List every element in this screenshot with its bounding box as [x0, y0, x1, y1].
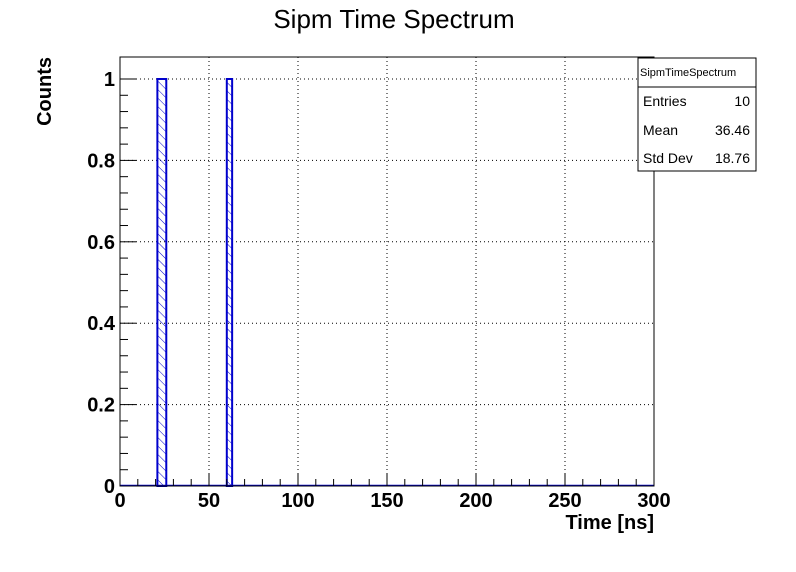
y-tick-label: 0	[104, 476, 115, 498]
stats-box-title: SipmTimeSpectrum	[640, 67, 736, 79]
x-tick-label: 150	[370, 490, 403, 512]
y-tick-label: 1	[104, 69, 115, 91]
y-tick-labels: 0 0.2 0.4 0.6 0.8 1	[87, 69, 116, 498]
stats-entries-label: Entries	[643, 93, 687, 109]
x-tick-label: 200	[459, 490, 492, 512]
y-tick-label: 0.6	[87, 232, 115, 254]
histogram-bars	[120, 78, 654, 487]
x-tick-label: 250	[548, 490, 581, 512]
stats-stddev-value: 18.76	[715, 150, 750, 166]
x-axis-title: Time [ns]	[565, 512, 654, 534]
chart-title: Sipm Time Spectrum	[273, 4, 514, 34]
x-tick-label: 50	[198, 490, 220, 512]
x-tick-label: 300	[637, 490, 670, 512]
y-tick-label: 0.8	[87, 150, 115, 172]
stats-mean-label: Mean	[643, 122, 678, 138]
x-tick-label: 0	[114, 490, 125, 512]
stats-box: SipmTimeSpectrum Entries 10 Mean 36.46 S…	[637, 57, 757, 172]
axis-ticks	[119, 78, 655, 487]
y-tick-label: 0.4	[87, 313, 116, 335]
grid	[120, 57, 654, 486]
stats-mean-value: 36.46	[715, 122, 750, 138]
stats-entries-value: 10	[734, 93, 750, 109]
x-tick-labels: 0 50 100 150 200 250 300	[114, 490, 670, 512]
histogram-bar	[225, 78, 234, 487]
histogram-bar	[156, 78, 168, 487]
x-tick-label: 100	[281, 490, 314, 512]
y-tick-label: 0.2	[87, 395, 115, 417]
stats-stddev-label: Std Dev	[643, 150, 693, 166]
stats-box-frame	[637, 57, 757, 172]
y-axis-title: Counts	[34, 57, 56, 126]
